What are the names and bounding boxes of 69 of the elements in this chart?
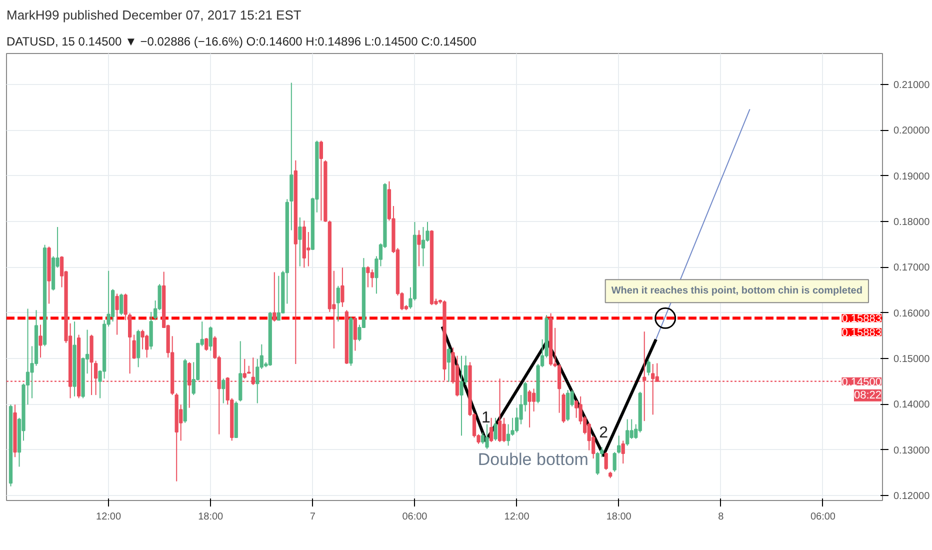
candlestick [208,326,212,352]
candlestick [612,452,616,472]
candlestick [494,417,498,442]
candlestick [574,400,578,418]
annotation: 08:22 [854,389,882,402]
candlestick [446,347,451,382]
candlestick [646,358,650,376]
x-tick-label: 12:00 [504,512,530,522]
y-tick-label: 0.20000 [894,126,930,137]
candlestick [528,390,532,428]
candlestick [319,140,323,222]
candlestick [242,358,246,380]
candlestick [140,329,144,350]
y-tick-label: 0.18000 [894,217,930,228]
y-tick-label: 0.15000 [894,354,930,365]
y-tick-label: 0.13000 [894,445,930,456]
candlestick [128,312,132,374]
candlestick [370,268,374,288]
x-tick-label: 18:00 [198,512,224,522]
candlestick [485,424,489,450]
candlestick [115,293,119,336]
x-tick-label: 18:00 [606,512,632,522]
candlestick [124,293,128,321]
candlestick [514,407,519,433]
candlestick [145,334,149,358]
candlestick [532,388,536,412]
candlestick [272,272,276,322]
candlestick [204,337,208,352]
y-tick-label: 0.14000 [894,400,930,411]
y-tick-label: 0.21000 [894,80,930,92]
candlestick [353,316,358,352]
candlestick [256,358,260,404]
candlestick [617,435,621,454]
candlestick [480,432,485,444]
candlestick [621,440,625,464]
candlestick [366,266,370,288]
annotation: Double bottom [478,450,588,470]
y-tick-label: 0.19000 [894,171,930,182]
candlestick [222,378,226,404]
y-tick-label: 0.16000 [894,308,930,320]
candlestick [417,230,421,267]
y-tick-label: 0.12000 [894,490,930,502]
candlestick [38,324,42,358]
candlestick [506,424,510,446]
annotation: 1 [481,410,490,427]
candlestick [460,355,464,436]
candlestick [119,293,124,316]
candlestick [276,275,280,321]
x-tick-label: 12:00 [96,512,122,522]
x-tick-label: 06:00 [402,512,428,522]
candlestick [421,226,426,267]
y-tick-label: 0.17000 [894,262,930,274]
x-tick-label: 8 [718,512,724,522]
ref-line-label: 0.14500 [842,376,882,388]
x-tick-label: 7 [310,512,316,522]
chart-subtitle: DATUSD, 15 0.14500 ▼ −0.02886 (−16.6%) O:0.14600 H:0.14896 L:0.14500 C:0.14500 [6,34,477,48]
chart-title: MarkH99 published December 07, 2017 15:21 EST [6,8,302,22]
candlestick [489,417,494,443]
x-tick-label: 06:00 [810,512,836,522]
candlestick [336,285,340,322]
candlestick [502,417,506,443]
candlestick [604,452,608,470]
annotation: 2 [599,424,608,442]
candlestick [626,418,630,446]
candlestick [340,267,344,308]
candlestick [132,334,136,360]
annotation: When it reaches this point, bottom chin is completed [611,286,862,297]
candlestick [298,216,302,267]
candlestick [596,452,600,476]
